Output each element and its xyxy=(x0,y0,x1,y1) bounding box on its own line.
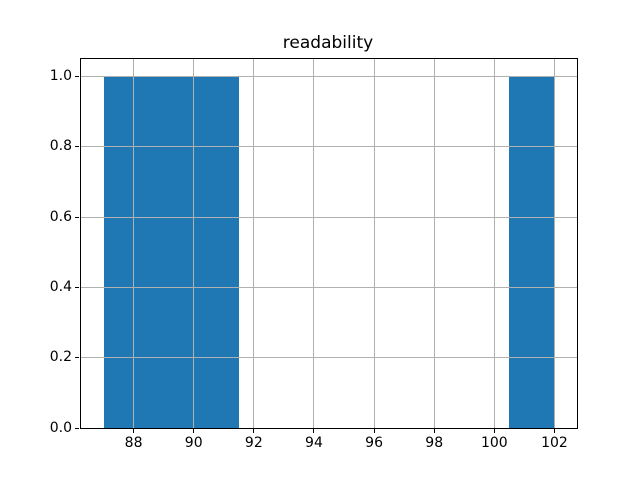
grid-line-horizontal xyxy=(81,76,577,78)
x-tick-mark xyxy=(253,429,255,433)
y-tick-mark xyxy=(75,76,79,78)
grid-line-horizontal xyxy=(81,286,577,288)
grid-line-horizontal xyxy=(81,427,577,428)
grid-line-horizontal xyxy=(81,146,577,148)
y-tick-label: 1.0 xyxy=(49,68,72,85)
y-tick-label: 0.6 xyxy=(49,208,72,225)
grid-line-vertical xyxy=(433,59,435,428)
x-tick-mark xyxy=(133,429,135,433)
y-tick-mark xyxy=(75,357,79,359)
x-tick-label: 100 xyxy=(480,435,508,451)
grid-line-vertical xyxy=(373,59,375,428)
grid-line-vertical xyxy=(553,59,555,428)
y-tick-mark xyxy=(75,286,79,288)
x-tick-mark xyxy=(313,429,315,433)
y-tick-label: 0.0 xyxy=(49,419,72,436)
x-tick-mark xyxy=(373,429,375,433)
grid-line-vertical xyxy=(253,59,255,428)
grid-line-horizontal xyxy=(81,216,577,218)
x-tick-label: 88 xyxy=(124,435,143,451)
histogram-bar xyxy=(103,76,239,428)
x-tick-label: 94 xyxy=(305,435,323,451)
x-tick-label: 96 xyxy=(365,435,383,451)
x-tick-label: 102 xyxy=(541,435,568,451)
y-tick-label: 0.8 xyxy=(49,138,72,155)
x-tick-label: 98 xyxy=(425,435,444,451)
x-tick-label: 92 xyxy=(244,435,263,451)
grid-line-vertical xyxy=(133,59,135,428)
x-tick-mark xyxy=(433,429,435,433)
x-tick-label: 90 xyxy=(184,435,203,451)
y-tick-mark xyxy=(75,427,79,429)
y-tick-label: 0.4 xyxy=(49,278,72,295)
grid-line-vertical xyxy=(193,59,195,428)
chart-title: readability xyxy=(282,33,374,53)
x-tick-mark xyxy=(493,429,495,433)
x-tick-mark xyxy=(553,429,555,433)
plot-area xyxy=(80,58,578,429)
y-tick-mark xyxy=(75,146,79,148)
y-tick-label: 0.2 xyxy=(49,349,72,366)
y-tick-mark xyxy=(75,216,79,218)
grid-line-vertical xyxy=(493,59,495,428)
x-tick-mark xyxy=(193,429,195,433)
grid-line-horizontal xyxy=(81,357,577,359)
grid-line-vertical xyxy=(313,59,315,428)
histogram-bar xyxy=(509,76,555,428)
